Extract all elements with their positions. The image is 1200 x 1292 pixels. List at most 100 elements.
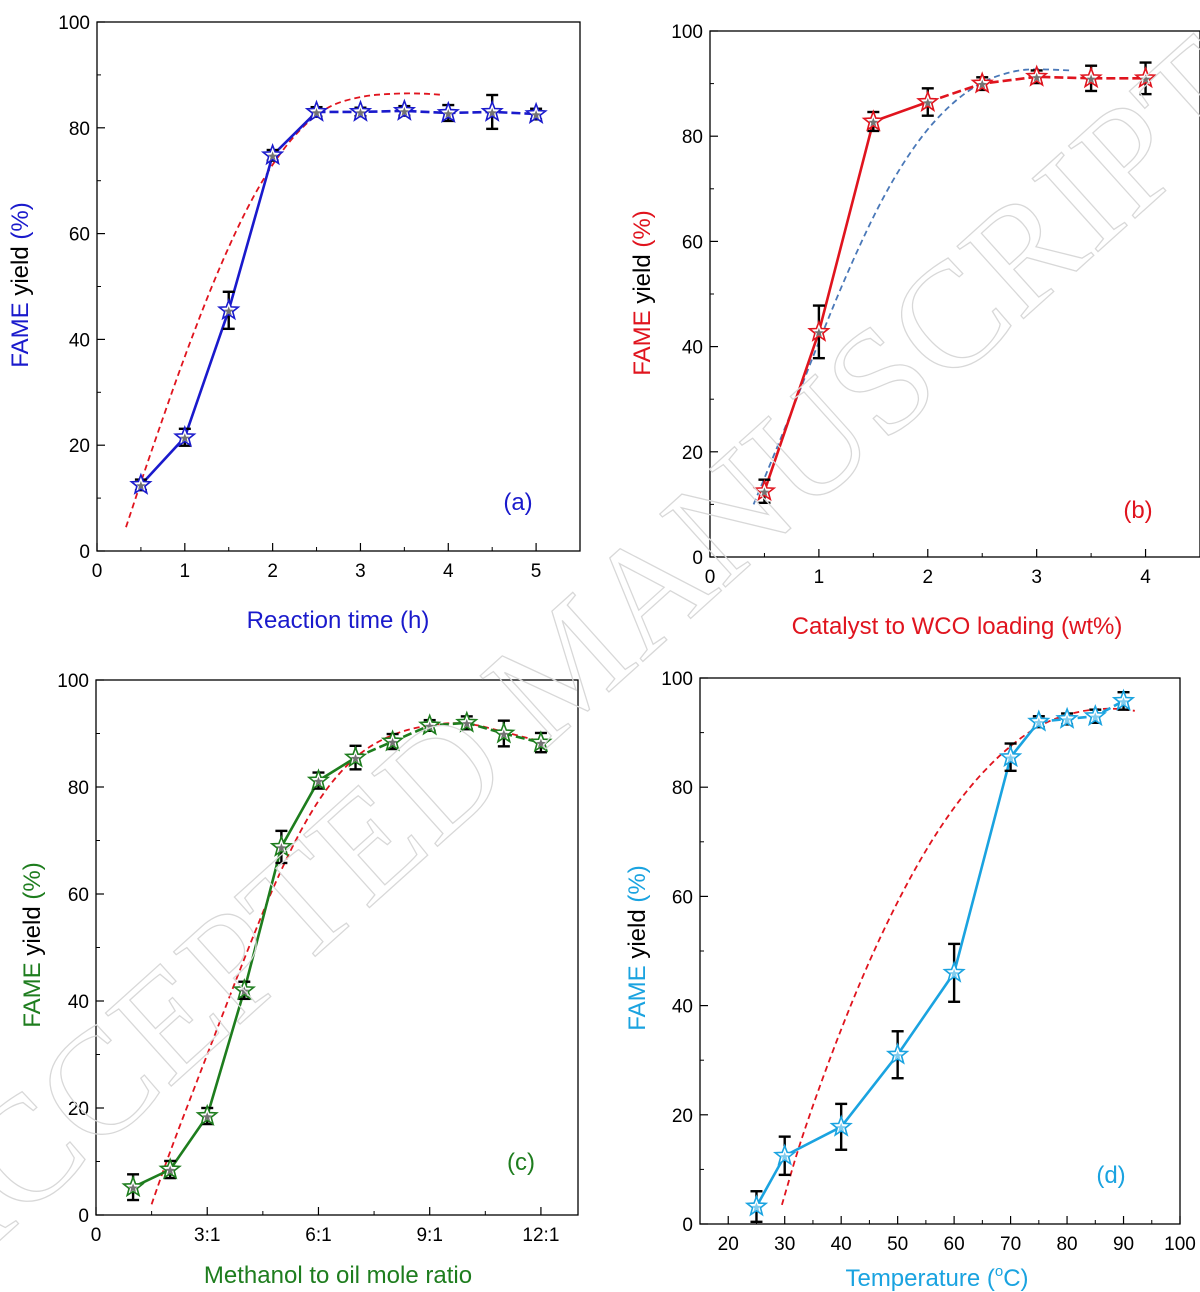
x-tick-label: 5: [531, 561, 542, 582]
data-point-star-core: [892, 1050, 903, 1060]
y-axis-label-part: (%): [624, 865, 651, 902]
series-line-dashed: [1038, 699, 1125, 723]
x-tick-label: 70: [1000, 1234, 1021, 1255]
data-point-star-core: [751, 1202, 762, 1212]
y-tick-label: 20: [69, 436, 90, 457]
x-tick-label: 90: [1113, 1234, 1134, 1255]
data-point-star-core: [759, 487, 770, 497]
series-line-dashed: [354, 721, 542, 759]
data-point-star-core: [977, 79, 987, 89]
x-axis-label-superscript: o: [995, 1263, 1003, 1280]
y-axis-label-part: yield: [19, 900, 46, 956]
data-point-star-core: [350, 753, 361, 763]
y-tick-label: 100: [57, 671, 89, 692]
y-axis-label-part: yield: [629, 248, 656, 304]
data-point-star-core: [814, 327, 824, 337]
data-point-star-core: [165, 1165, 175, 1175]
y-axis-label: FAME yield (%): [7, 202, 34, 367]
data-point-star-core: [239, 986, 250, 996]
x-tick-label: 6:1: [305, 1225, 331, 1246]
x-tick-label: 4: [443, 561, 454, 582]
x-tick-label: 2: [267, 561, 278, 582]
series-line-dashed: [316, 109, 537, 116]
y-axis-label-part: yield: [624, 903, 651, 959]
x-tick-label: 0: [705, 567, 716, 588]
x-tick-label: 100: [1164, 1234, 1196, 1255]
data-point-star-core: [387, 737, 398, 747]
chart-panel-d: 0 20 40 60 80 100 20 30 40 50 60 70 80 90 100 FAME yiel…: [624, 669, 1196, 1292]
y-axis-label-part: FAME: [7, 296, 34, 368]
data-point-star-core: [355, 107, 366, 117]
x-tick-label: 1: [814, 567, 825, 588]
x-axis-label-part: C): [1003, 1265, 1028, 1292]
x-tick-label: 0: [91, 1225, 102, 1246]
panel-label: (b): [1123, 497, 1152, 524]
x-tick-label: 60: [944, 1234, 965, 1255]
data-point-star-core: [531, 110, 541, 120]
data-point-star-core: [462, 718, 472, 728]
y-axis-label-part: (%): [629, 210, 656, 247]
y-axis-label-part: FAME: [19, 956, 46, 1028]
x-axis-label-part: Temperature (: [845, 1265, 994, 1292]
x-tick-label: 12:1: [522, 1225, 559, 1246]
y-tick-label: 60: [69, 225, 90, 246]
chart-panel-a: 0 20 40 60 80 100 0 1 2 3 4 5 FAME yield (%) Reaction…: [7, 13, 581, 634]
x-tick-label: 50: [887, 1234, 908, 1255]
y-tick-label: 60: [682, 232, 703, 253]
watermark-text: ACCEPTED MANUSCRIPT: [0, 6, 1200, 1292]
y-axis-label-part: (%): [19, 862, 46, 899]
y-axis-label-part: FAME: [624, 959, 651, 1031]
x-tick-label: 1: [180, 561, 191, 582]
data-point-star-core: [1090, 712, 1100, 722]
data-point-star-core: [443, 109, 453, 118]
y-tick-label: 0: [692, 548, 703, 569]
panel-label: (a): [503, 489, 532, 516]
data-point-star-core: [1034, 717, 1044, 727]
y-tick-label: 20: [68, 1099, 89, 1120]
y-axis-label: FAME yield (%): [624, 865, 651, 1030]
data-point-star-core: [424, 721, 435, 731]
plot-frame: [699, 677, 1181, 1225]
x-axis-label: Methanol to oil mole ratio: [204, 1262, 472, 1289]
x-tick-label: 40: [831, 1234, 852, 1255]
data-point-star-core: [399, 106, 410, 116]
y-tick-label: 80: [682, 127, 703, 148]
data-point-star-core: [180, 433, 190, 443]
y-tick-label: 40: [68, 992, 89, 1013]
data-point-star-core: [311, 107, 322, 117]
x-tick-label: 3:1: [194, 1225, 220, 1246]
x-tick-label: 30: [774, 1234, 795, 1255]
plot-frame: [96, 21, 581, 552]
y-tick-label: 40: [69, 330, 90, 351]
y-tick-label: 100: [58, 13, 90, 34]
x-axis-label: Temperature (oC): [845, 1263, 1028, 1292]
x-tick-label: 3: [1031, 567, 1042, 588]
panel-label: (c): [507, 1149, 535, 1176]
y-tick-label: 40: [682, 338, 703, 359]
data-point-star-core: [536, 738, 546, 748]
data-point-star-core: [780, 1151, 790, 1161]
chart-panel-c: 0 20 40 60 80 100 0 3:1 6:1 9:1 12:1 FAME yield (%)…: [19, 671, 579, 1289]
y-axis-label: FAME yield (%): [629, 210, 656, 375]
y-tick-label: 20: [672, 1106, 693, 1127]
y-axis-label-part: FAME: [629, 304, 656, 376]
x-tick-label: 9:1: [416, 1225, 442, 1246]
y-axis-label-part: (%): [7, 202, 34, 239]
chart-panel-b: 0 20 40 60 80 100 0 1 2 3 4 FAME yield (%) Catalyst …: [629, 22, 1200, 640]
data-point-star-core: [267, 151, 278, 161]
x-tick-label: 3: [355, 561, 366, 582]
y-tick-label: 60: [68, 885, 89, 906]
data-point-star-core: [1118, 696, 1129, 706]
data-point-star-core: [1062, 715, 1072, 724]
y-tick-label: 40: [672, 997, 693, 1018]
data-point-star-core: [949, 968, 959, 978]
data-point-star-core: [836, 1122, 846, 1132]
data-point-star-core: [1140, 74, 1151, 84]
x-axis-label: Reaction time (h): [247, 607, 430, 634]
panel-label: (d): [1096, 1162, 1125, 1189]
data-point-star-core: [499, 729, 509, 739]
x-tick-label: 4: [1140, 567, 1151, 588]
y-tick-label: 0: [79, 542, 90, 563]
x-axis-label: Catalyst to WCO loading (wt%): [792, 613, 1123, 640]
